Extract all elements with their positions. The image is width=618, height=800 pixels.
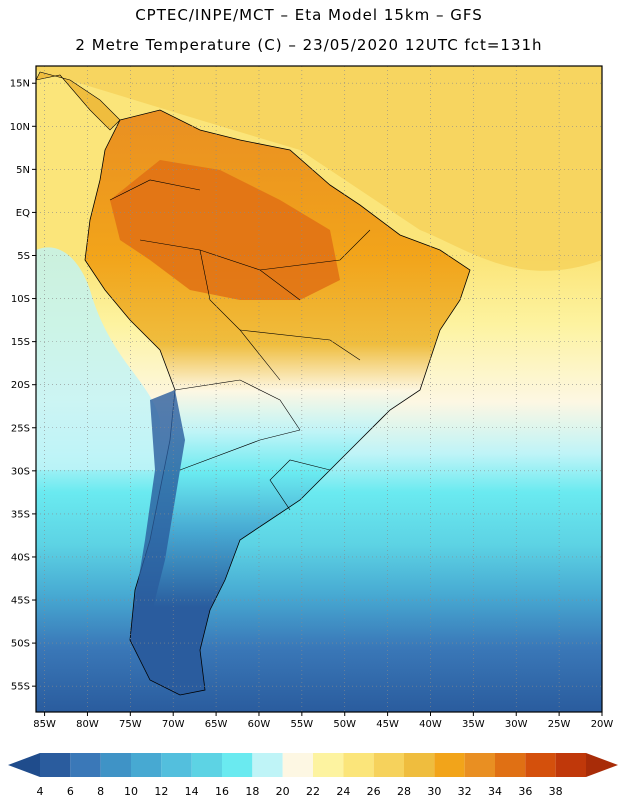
colorbar-swatch: [555, 753, 586, 777]
colorbar-label: 26: [367, 785, 381, 798]
colorbar-label: 6: [67, 785, 74, 798]
colorbar-label: 14: [185, 785, 199, 798]
colorbar-swatch: [464, 753, 495, 777]
warm-ocean-band: [36, 66, 602, 271]
lon-tick-label: 45W: [376, 719, 399, 730]
lat-tick-label: 5S: [17, 251, 30, 262]
colorbar-swatch: [434, 753, 465, 777]
hot-interior-zone: [110, 160, 340, 300]
colorbar-label: 22: [306, 785, 320, 798]
colorbar-label: 24: [336, 785, 350, 798]
colorbar-swatches: [40, 753, 586, 777]
lat-tick-label: 25S: [11, 423, 30, 434]
colorbar-label: 4: [37, 785, 44, 798]
colorbar-swatch: [252, 753, 283, 777]
longitude-axis: 85W 80W 75W 70W 65W 60W 55W 50W 45W 40W 35W 30W 25W 2…: [33, 712, 613, 730]
lon-tick-label: 20W: [591, 719, 614, 730]
colorbar-label: 30: [427, 785, 441, 798]
lat-tick-label: 45S: [11, 596, 30, 607]
colorbar-swatch: [222, 753, 253, 777]
lon-tick-label: 70W: [162, 719, 185, 730]
lon-tick-label: 75W: [119, 719, 142, 730]
colorbar-label: 28: [397, 785, 411, 798]
colorbar-label: 32: [458, 785, 472, 798]
lat-tick-label: 30S: [11, 466, 30, 477]
lat-tick-label: 10N: [10, 122, 30, 133]
colorbar-arrow-left: [8, 753, 40, 777]
colorbar-swatch: [70, 753, 101, 777]
lon-tick-label: 65W: [205, 719, 228, 730]
lon-tick-label: 35W: [462, 719, 485, 730]
lat-tick-label: 35S: [11, 509, 30, 520]
latitude-axis: 15N 10N 5N EQ 5S 10S 15S 20S 25S 30S 35S 40S 45S 50S 5…: [10, 79, 36, 693]
lon-tick-label: 85W: [33, 719, 56, 730]
lon-tick-label: 60W: [248, 719, 271, 730]
lat-tick-label: 15S: [11, 337, 30, 348]
colorbar-swatch: [282, 753, 313, 777]
colorbar-label: 16: [215, 785, 229, 798]
lat-tick-label: 40S: [11, 552, 30, 563]
cool-pacific-tongue: [36, 247, 160, 470]
colorbar-label: 10: [124, 785, 138, 798]
andes-cold-strip: [135, 390, 185, 620]
lon-tick-label: 30W: [505, 719, 528, 730]
colorbar-swatch: [373, 753, 404, 777]
colorbar-label: 38: [549, 785, 563, 798]
lat-tick-label: 15N: [10, 79, 30, 90]
colorbar-label: 8: [97, 785, 104, 798]
map-title-line-1: CPTEC/INPE/MCT – Eta Model 15km – GFS: [135, 6, 483, 24]
colorbar-swatch: [40, 753, 71, 777]
lat-tick-label: 55S: [11, 682, 30, 693]
country-borders: [109, 179, 371, 511]
colorbar-swatch: [131, 753, 162, 777]
colorbar-swatch: [525, 753, 556, 777]
lat-tick-label: 10S: [11, 294, 30, 305]
colorbar-arrow-right: [586, 753, 618, 777]
colorbar-label: 20: [276, 785, 290, 798]
colorbar-swatch: [161, 753, 192, 777]
lat-tick-label: 5N: [16, 165, 30, 176]
map-title-line-2: 2 Metre Temperature (C) – 23/05/2020 12U…: [75, 36, 543, 54]
lon-tick-label: 40W: [419, 719, 442, 730]
colorbar-swatch: [100, 753, 131, 777]
colorbar-swatch: [495, 753, 526, 777]
lat-tick-label: EQ: [16, 208, 30, 219]
map-frame: [35, 65, 603, 713]
central-america: [36, 71, 121, 131]
colorbar-label: 12: [154, 785, 168, 798]
colorbar-label: 36: [518, 785, 532, 798]
colorbar-swatch: [191, 753, 222, 777]
lat-tick-label: 20S: [11, 380, 30, 391]
colorbar-swatch: [404, 753, 435, 777]
lon-tick-label: 50W: [333, 719, 356, 730]
colorbar-swatch: [313, 753, 344, 777]
colorbar-swatch: [343, 753, 374, 777]
colorbar-label: 18: [245, 785, 259, 798]
colorbar-label: 34: [488, 785, 502, 798]
colorbar-labels: 4 6 8 10 12 14 16 18 20 22 24 26 28 30 32 34 36 38: [37, 785, 563, 798]
colorbar: 4 6 8 10 12 14 16 18 20 22 24 26 28 30 32 34 36 38: [8, 753, 618, 798]
lon-tick-label: 25W: [548, 719, 571, 730]
lon-tick-label: 55W: [291, 719, 314, 730]
lat-tick-label: 50S: [11, 639, 30, 650]
lon-tick-label: 80W: [76, 719, 99, 730]
